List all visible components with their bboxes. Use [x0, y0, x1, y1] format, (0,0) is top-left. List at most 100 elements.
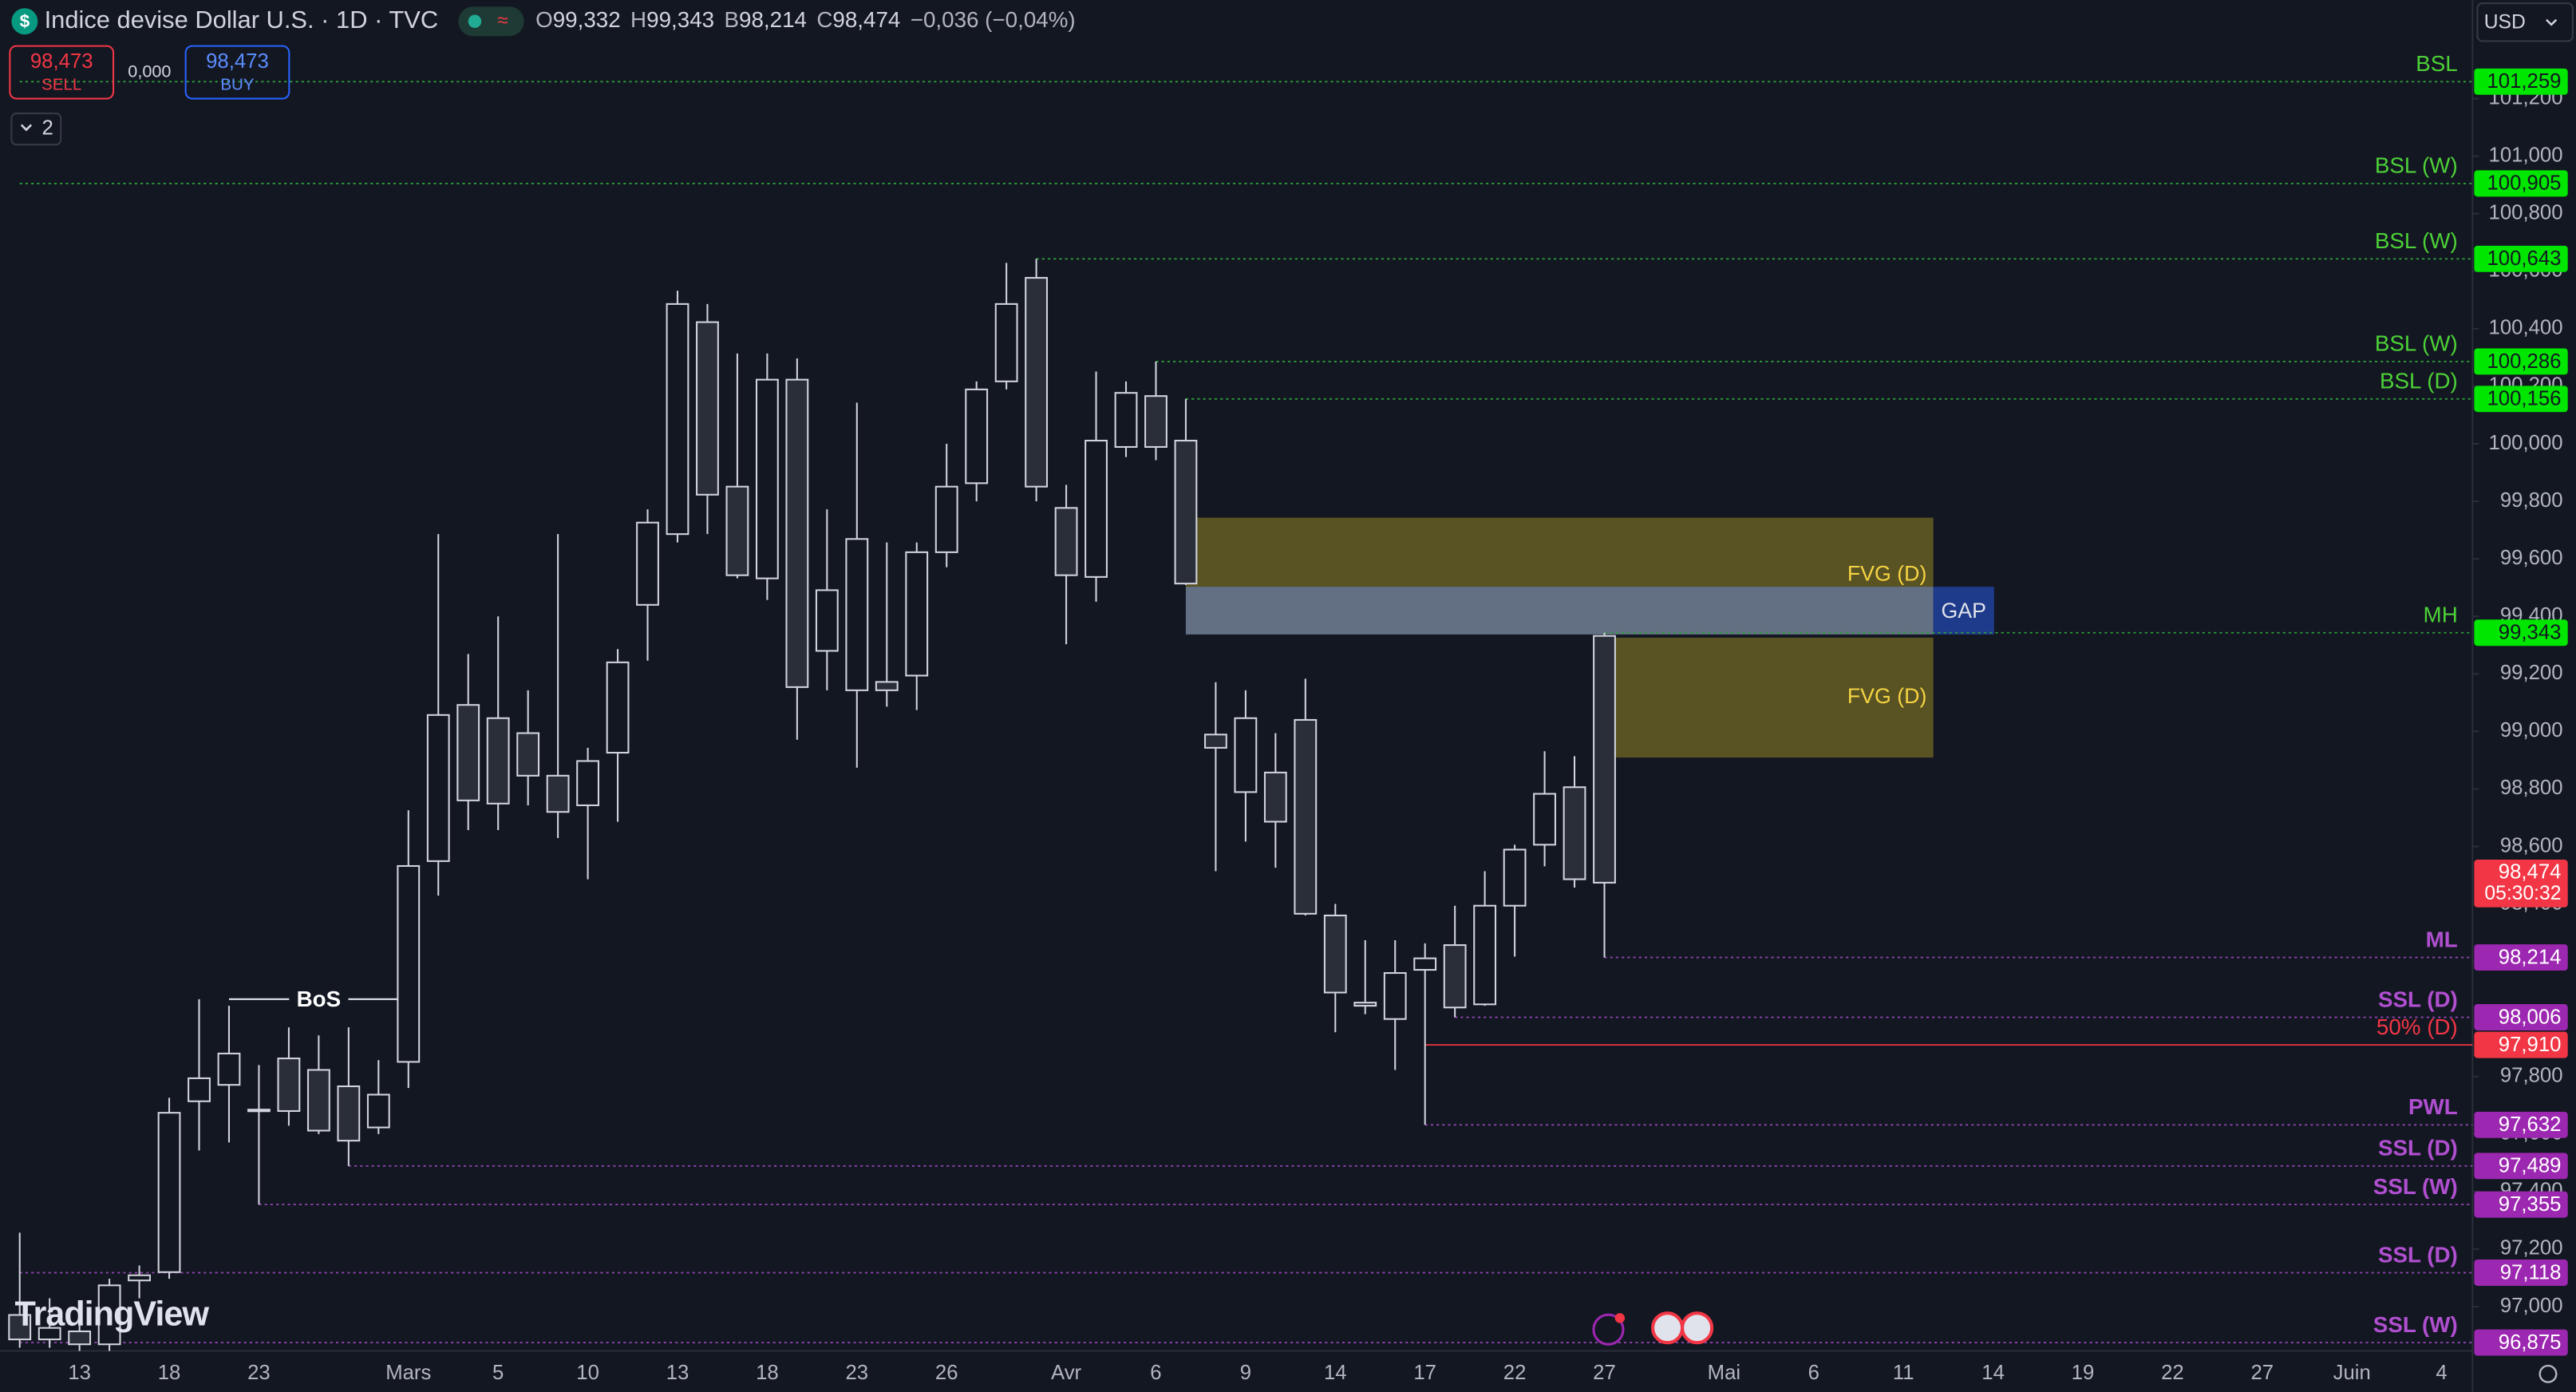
price-tag	[2474, 386, 2568, 413]
x-tick-label: 18	[756, 1362, 779, 1384]
x-tick-label: 22	[2161, 1362, 2184, 1384]
event-flag[interactable]	[1681, 1311, 1714, 1345]
symbol-icon-glyph: $	[20, 11, 30, 31]
price-tag	[2474, 1004, 2568, 1031]
ohlc-value: 99,343	[646, 7, 714, 32]
event-flag[interactable]	[1650, 1311, 1685, 1345]
candle-body	[1263, 771, 1287, 823]
plot: FVG (D) GAP FVG (D) BSL BSL (W) BSL (W) BSL (W…	[8, 51, 2473, 1351]
candle-body	[1144, 395, 1167, 449]
candle-body	[1174, 440, 1198, 585]
sell-price: 98,473	[30, 50, 93, 73]
price-tag	[2474, 170, 2568, 197]
level-label: BSL (W)	[2375, 228, 2458, 253]
x-tick-label: 14	[1981, 1362, 2005, 1384]
ohlc-key: B	[724, 7, 739, 32]
level-label: BSL (W)	[2375, 153, 2458, 178]
candle-body	[1085, 440, 1108, 578]
bos-label: BoS	[297, 987, 342, 1011]
candle-body	[456, 704, 480, 801]
ohlc-key: C	[816, 7, 832, 32]
buy-price: 98,473	[206, 50, 269, 73]
candle-body	[277, 1058, 301, 1113]
candle-body	[1383, 972, 1407, 1020]
spread: 0,000	[128, 61, 171, 81]
level-label: BSL	[2416, 51, 2458, 76]
candle-body	[1025, 277, 1049, 488]
level-label: SSL (W)	[2373, 1312, 2458, 1337]
price-tag-label: 96,875	[2499, 1331, 2562, 1354]
price-tag-label: 97,910	[2499, 1034, 2562, 1056]
candle-body	[905, 551, 929, 677]
y-tick-label: 100,800	[2489, 202, 2563, 224]
price-tag-label: 101,259	[2487, 70, 2562, 93]
candle-body	[576, 760, 600, 806]
y-tick-label: 99,600	[2500, 547, 2563, 569]
sell-button[interactable]	[9, 45, 115, 100]
zone-label: FVG (D)	[1847, 684, 1927, 708]
price-tag	[2474, 944, 2568, 971]
x-tick-label: 11	[1893, 1362, 1914, 1384]
buy-button[interactable]	[184, 45, 290, 100]
chart-title: Indice devise Dollar U.S. · 1D · TVC	[45, 6, 439, 34]
price-tag	[2474, 245, 2568, 272]
settings-icon[interactable]	[2538, 1364, 2558, 1383]
x-tick-label: Avr	[1051, 1362, 1082, 1384]
candle-body	[38, 1327, 61, 1341]
level-label: SSL (D)	[2378, 1242, 2458, 1267]
candle-body	[1533, 793, 1556, 846]
gap-tag	[1933, 587, 1994, 635]
price-tag-label: 98,006	[2499, 1006, 2562, 1028]
x-tick-label: 13	[68, 1362, 91, 1384]
candle-body	[68, 1330, 92, 1346]
indicators-toggle[interactable]	[10, 113, 62, 146]
x-tick-label: 4	[2436, 1362, 2447, 1384]
y-tick-label: 99,000	[2500, 719, 2563, 741]
y-tick-label: 97,800	[2500, 1065, 2563, 1087]
price-tag-label: 99,343	[2499, 622, 2562, 644]
candle-body	[1114, 392, 1138, 449]
y-tick-label: 100,000	[2489, 432, 2563, 454]
x-tick-label: Juin	[2333, 1362, 2371, 1384]
candle-body	[785, 378, 809, 688]
candle-body	[1593, 635, 1616, 884]
candle-body	[486, 717, 510, 805]
x-tick-label: 27	[2250, 1362, 2274, 1384]
ohlc-value: 98,214	[739, 7, 807, 32]
ohlc-key: H	[630, 7, 646, 32]
price-tag-label: 100,286	[2487, 350, 2562, 373]
candle-body	[875, 681, 899, 691]
price-tag	[2474, 1031, 2568, 1058]
zone-label: GAP	[1941, 599, 1985, 623]
x-tick-label: 13	[666, 1362, 689, 1384]
candle-body	[1353, 1002, 1377, 1007]
level-label: SSL (W)	[2373, 1174, 2458, 1199]
level-label: SSL (D)	[2378, 1136, 2458, 1161]
header: $ Indice devise Dollar U.S. · 1D · TVC ≈…	[9, 2, 2574, 1383]
candle-body	[815, 589, 839, 652]
x-tick-label: 19	[2072, 1362, 2095, 1384]
zone	[1185, 517, 1934, 587]
ohlc-values: O99,332 H99,343 B98,214 C98,474 −0,036 (−0,0…	[535, 7, 1076, 32]
chevron	[20, 124, 33, 132]
candle-body	[516, 732, 540, 777]
price-tag-label: 98,214	[2499, 946, 2562, 968]
candle-body	[306, 1069, 330, 1132]
candle-body	[397, 864, 421, 1063]
price-tag	[2474, 68, 2568, 95]
currency-select[interactable]	[2476, 2, 2574, 42]
event-icon[interactable]	[1592, 1313, 1625, 1346]
indicators-count: 2	[42, 117, 53, 139]
current-price: 98,474	[2499, 860, 2562, 883]
candle-body	[1294, 718, 1318, 915]
y-tick-label: 101,000	[2489, 144, 2563, 166]
x-tick-label: 6	[1150, 1362, 1161, 1384]
level-label: ML	[2426, 927, 2458, 951]
x-tick-label: 6	[1808, 1362, 1819, 1384]
logo: TradingView	[15, 1295, 210, 1334]
price-tag	[2474, 1111, 2568, 1138]
x-tick-label: 14	[1324, 1362, 1347, 1384]
candle-body	[97, 1284, 121, 1346]
price-tag	[2474, 1260, 2568, 1286]
